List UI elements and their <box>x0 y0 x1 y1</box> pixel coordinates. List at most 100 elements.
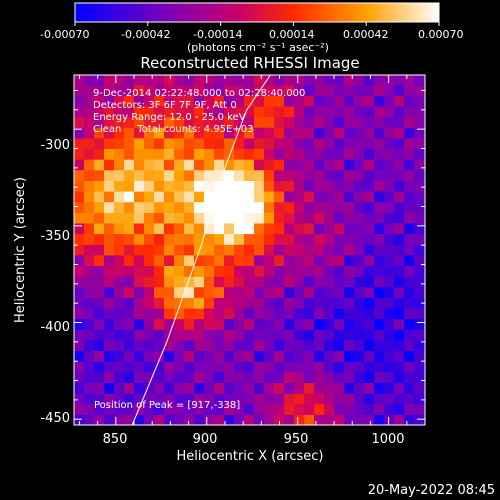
heatmap-cell <box>144 318 155 330</box>
heatmap-cell <box>294 350 305 362</box>
heatmap-cell <box>274 318 285 330</box>
heatmap-cell <box>384 75 395 86</box>
heatmap-cell <box>304 414 315 425</box>
heatmap-cell <box>364 222 375 235</box>
heatmap-cell <box>324 382 335 394</box>
heatmap-cell <box>414 393 425 405</box>
heatmap-cell <box>294 371 305 383</box>
heatmap-cell <box>414 265 425 277</box>
heatmap-cell <box>254 276 265 288</box>
heatmap-cell <box>264 414 275 425</box>
heatmap-cell <box>314 308 325 320</box>
heatmap-cell <box>124 339 135 352</box>
heatmap-cell <box>344 95 355 107</box>
heatmap-cell <box>304 350 315 362</box>
heatmap-cell <box>114 371 125 383</box>
heatmap-cell <box>364 318 375 330</box>
heatmap-cell <box>84 350 95 362</box>
heatmap-cell <box>314 127 325 139</box>
heatmap-cell <box>144 233 155 245</box>
heatmap-cell <box>254 169 265 181</box>
heatmap-cell <box>224 361 235 373</box>
heatmap-cell <box>194 212 205 224</box>
heatmap-cell <box>354 297 365 309</box>
heatmap-cell <box>244 308 255 320</box>
heatmap-cell <box>364 212 375 224</box>
y-tick-label: -450 <box>40 411 70 426</box>
plot-frame <box>73 74 426 426</box>
heatmap-cell <box>144 329 155 341</box>
heatmap-cell <box>384 159 395 171</box>
heatmap-cell <box>204 84 215 96</box>
heatmap-cell <box>134 382 145 394</box>
heatmap-cell <box>134 116 145 128</box>
heatmap-cell <box>274 308 285 320</box>
heatmap-cell <box>124 233 135 245</box>
heatmap-cell <box>274 127 285 139</box>
heatmap-cell <box>294 222 305 235</box>
heatmap-cell <box>384 329 395 341</box>
heatmap-cell <box>164 201 175 213</box>
heatmap-cell <box>314 222 325 235</box>
heatmap-cell <box>364 159 375 171</box>
heatmap-cell <box>424 244 425 256</box>
heatmap-cell <box>214 382 225 394</box>
heatmap-cell <box>224 265 235 277</box>
heatmap-cell <box>84 403 95 415</box>
heatmap-cell <box>244 350 255 362</box>
heatmap-cell <box>344 403 355 415</box>
heatmap-cell <box>374 201 385 213</box>
heatmap-cell <box>384 276 395 288</box>
heatmap-cell <box>94 75 105 86</box>
heatmap-cell <box>144 339 155 352</box>
heatmap-cell <box>74 382 85 394</box>
heatmap-cell <box>164 244 175 256</box>
heatmap-cell <box>284 297 295 309</box>
heatmap-cell <box>314 318 325 330</box>
heatmap-cell <box>224 393 235 405</box>
heatmap-cell <box>124 276 135 288</box>
heatmap-cell <box>164 393 175 405</box>
heatmap-cell <box>94 212 105 224</box>
heatmap-cell <box>414 180 425 192</box>
heatmap-cell <box>134 169 145 181</box>
heatmap-cell <box>234 361 245 373</box>
heatmap-cell <box>374 148 385 160</box>
heatmap-cell <box>224 276 235 288</box>
heatmap-cell <box>314 382 325 394</box>
heatmap-cell <box>114 233 125 245</box>
heatmap-cell <box>364 254 375 266</box>
heatmap-cell <box>374 254 385 266</box>
heatmap-cell <box>254 84 265 96</box>
heatmap-cell <box>74 148 85 160</box>
heatmap-cell <box>214 265 225 277</box>
heatmap-cell <box>264 265 275 277</box>
heatmap-cell <box>114 265 125 277</box>
heatmap-cell <box>204 318 215 330</box>
heatmap-cell <box>234 308 245 320</box>
heatmap-cell <box>304 169 315 181</box>
heatmap-cell <box>144 212 155 224</box>
heatmap-cell <box>274 286 285 298</box>
heatmap-cell <box>84 105 95 118</box>
heatmap-cell <box>194 393 205 405</box>
heatmap-cell <box>274 137 285 149</box>
heatmap-cell <box>174 233 185 245</box>
heatmap-cell <box>214 393 225 405</box>
heatmap-cell <box>234 265 245 277</box>
heatmap-cell <box>84 276 95 288</box>
heatmap-cell <box>274 159 285 171</box>
heatmap-cell <box>384 169 395 181</box>
annotation-energy: Energy Range: 12.0 - 25.0 keV <box>93 112 246 123</box>
heatmap-cell <box>144 414 155 425</box>
heatmap-cell <box>84 169 95 181</box>
heatmap-cell <box>284 180 295 192</box>
heatmap-cell <box>294 318 305 330</box>
heatmap-cell <box>264 201 275 213</box>
heatmap-cell <box>294 414 305 425</box>
heatmap-cell <box>184 137 195 149</box>
heatmap-cell <box>94 84 105 96</box>
heatmap-cell <box>254 371 265 383</box>
heatmap-cell <box>404 265 415 277</box>
heatmap-cell <box>344 116 355 128</box>
